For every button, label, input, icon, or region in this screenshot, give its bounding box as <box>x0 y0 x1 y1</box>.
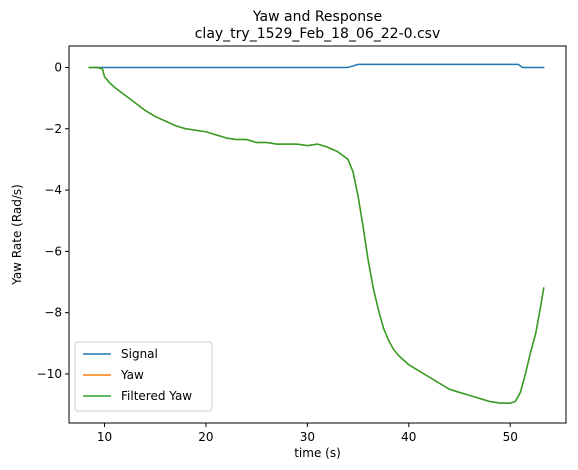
y-tick-label: −4 <box>44 183 62 197</box>
legend-label-signal: Signal <box>121 347 158 361</box>
chart-title: Yaw and Response <box>252 9 382 25</box>
y-tick-label: −10 <box>37 367 62 381</box>
y-axis-ticks: 0 −2 −4 −6 −8 −10 <box>37 60 69 381</box>
y-tick-label: 0 <box>54 60 62 74</box>
filtered-yaw-line <box>88 66 545 404</box>
x-tick-label: 10 <box>97 430 112 444</box>
signal-line <box>88 63 545 69</box>
y-tick-label: −6 <box>44 244 62 258</box>
legend-box <box>74 341 213 412</box>
x-axis-ticks: 10 20 30 40 50 <box>97 423 518 444</box>
y-tick-label: −8 <box>44 306 62 320</box>
x-tick-label: 20 <box>198 430 213 444</box>
y-axis-label: Yaw Rate (Rad/s) <box>10 184 24 286</box>
plot-area: 10 20 30 40 50 0 −2 −4 −6 −8 −10 <box>37 45 567 444</box>
series-lines <box>88 63 545 404</box>
x-tick-label: 40 <box>401 430 416 444</box>
y-tick-label: −2 <box>44 122 62 136</box>
x-axis-label: time (s) <box>294 446 341 460</box>
plot-frame <box>68 45 567 424</box>
legend-label-yaw: Yaw <box>120 368 144 382</box>
x-tick-label: 30 <box>300 430 315 444</box>
chart-subtitle: clay_try_1529_Feb_18_06_22-0.csv <box>195 26 441 42</box>
x-tick-label: 50 <box>503 430 518 444</box>
legend-label-filtered-yaw: Filtered Yaw <box>121 389 192 403</box>
legend: Signal Yaw Filtered Yaw <box>74 341 213 412</box>
